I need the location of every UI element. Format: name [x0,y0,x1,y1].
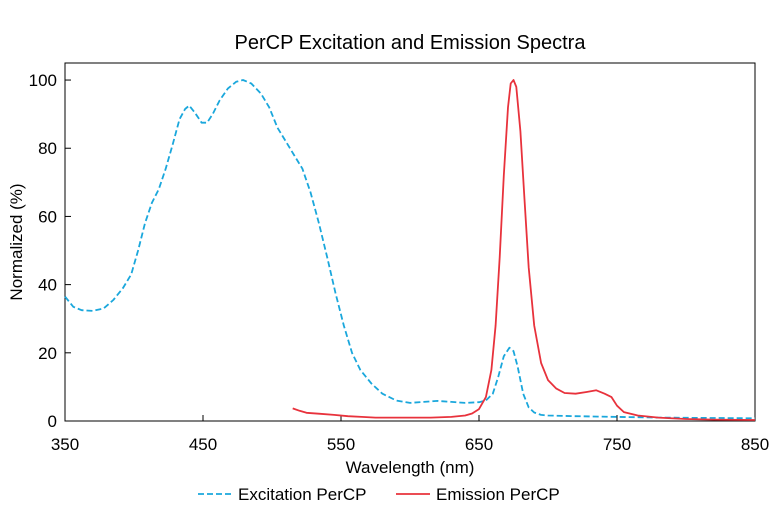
series-line-emission [292,79,756,421]
y-tick-label: 80 [38,139,57,158]
chart-title: PerCP Excitation and Emission Spectra [235,32,587,54]
plot-area-frame [64,62,756,422]
legend-label: Emission PerCP [436,485,560,504]
x-tick-label: 550 [327,435,355,454]
y-tick-label: 60 [38,207,57,226]
series-line-excitation [64,79,756,420]
series-layer [64,79,756,421]
x-tick-label: 450 [189,435,217,454]
legend-label: Excitation PerCP [238,485,367,504]
x-tick-label: 750 [603,435,631,454]
axis-ticks: 350 450 550 650 750 850 0 20 40 60 80 100 [29,71,770,454]
legend: Excitation PerCP Emission PerCP [198,485,560,504]
y-tick-label: 20 [38,344,57,363]
x-tick-label: 850 [741,435,769,454]
x-tick-label: 650 [465,435,493,454]
y-tick-label: 40 [38,276,57,295]
y-tick-label: 0 [48,412,57,431]
x-axis-label: Wavelength (nm) [346,458,475,477]
y-axis-label: Normalized (%) [7,183,26,300]
y-tick-label: 100 [29,71,57,90]
x-tick-label: 350 [51,435,79,454]
